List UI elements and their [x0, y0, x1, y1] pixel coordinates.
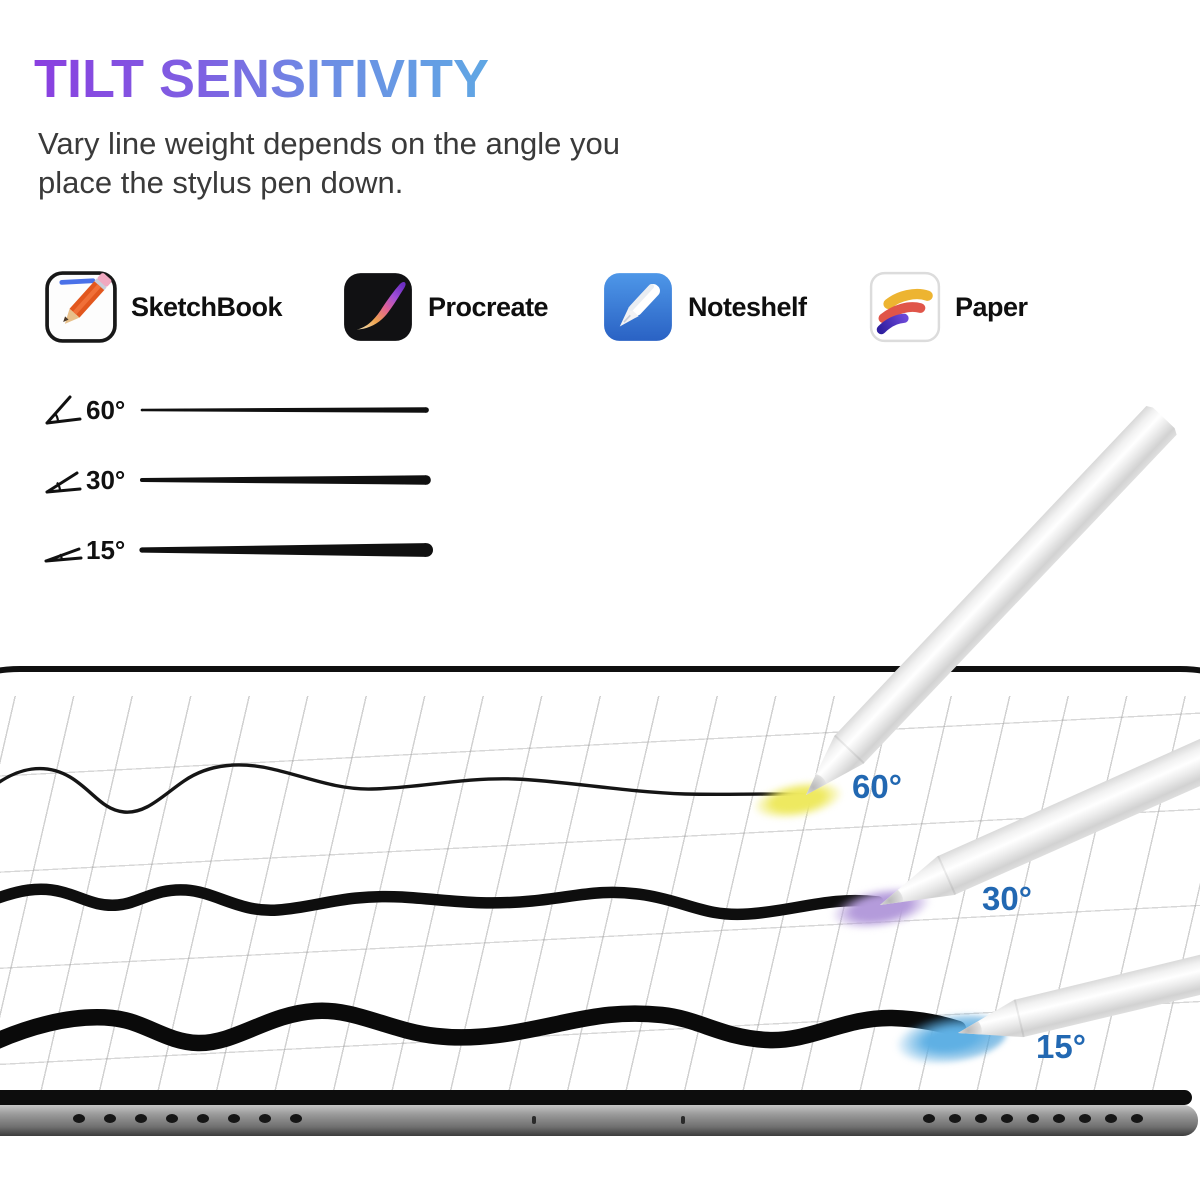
angle-30-icon — [45, 471, 82, 494]
subtitle-line-2: place the stylus pen down. — [38, 165, 404, 200]
app-label-noteshelf: Noteshelf — [688, 291, 807, 322]
angle-row-label: 30° — [86, 464, 126, 495]
angle-row-30: 30° — [44, 462, 434, 498]
tablet-angle-label-60: 60° — [852, 768, 902, 805]
angle-row-label: 60° — [86, 394, 126, 425]
subtitle-line-1: Vary line weight depends on the angle yo… — [38, 126, 620, 161]
app-item-noteshelf: Noteshelf — [601, 270, 807, 344]
mic-hole-2 — [681, 1116, 685, 1124]
tablet-angle-label-30: 30° — [982, 880, 1032, 917]
noteshelf-app-icon — [604, 273, 672, 341]
speaker-grille-right — [923, 1114, 1143, 1123]
stroke-sample-15 — [139, 543, 434, 557]
angle-row-60: 60° — [44, 392, 434, 428]
app-item-sketchbook: SketchBook — [44, 270, 283, 344]
app-item-paper: Paper — [868, 270, 1028, 344]
stroke-sample-30 — [139, 475, 431, 485]
angle-row-label: 15° — [86, 534, 126, 565]
mic-hole-1 — [532, 1116, 536, 1124]
app-label-sketchbook: SketchBook — [131, 291, 283, 322]
angle-row-15: 15° — [44, 532, 434, 568]
angle-60-icon — [45, 395, 82, 425]
app-label-paper: Paper — [955, 291, 1028, 322]
stroke-sample-60 — [140, 407, 429, 413]
sketchbook-app-icon — [45, 271, 117, 343]
page-subtitle: Vary line weight depends on the angle yo… — [38, 124, 620, 202]
angle-15-icon — [44, 547, 83, 563]
tablet-screen-edge — [0, 1090, 1192, 1105]
tablet-angle-label-15: 15° — [1036, 1028, 1086, 1065]
app-label-procreate: Procreate — [428, 291, 549, 322]
app-item-procreate: Procreate — [341, 270, 549, 344]
tablet-side-frame — [0, 1105, 1198, 1136]
speaker-grille-left — [73, 1114, 302, 1123]
paper-app-icon — [869, 271, 941, 343]
page-title: TILT SENSITIVITY — [34, 49, 490, 109]
procreate-app-icon — [344, 273, 412, 341]
